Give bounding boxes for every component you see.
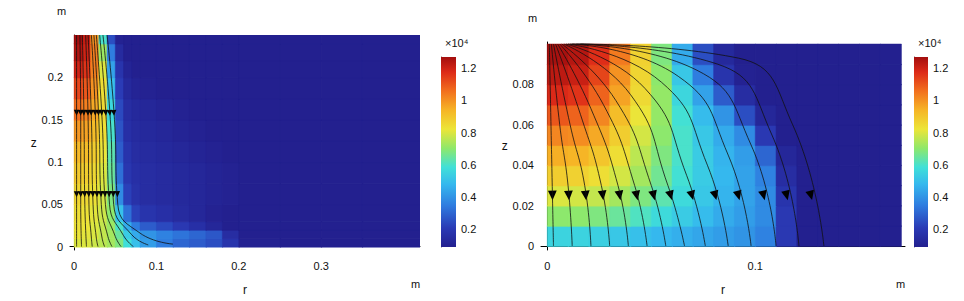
svg-text:0.8: 0.8 [461,127,476,139]
svg-text:0.8: 0.8 [933,127,948,139]
svg-text:0.15: 0.15 [42,114,63,126]
svg-text:0: 0 [71,260,77,272]
svg-text:0.05: 0.05 [42,198,63,210]
svg-text:0.6: 0.6 [461,159,476,171]
svg-text:m: m [411,278,420,290]
svg-text:1.2: 1.2 [933,62,948,74]
svg-text:0.4: 0.4 [933,191,948,203]
svg-text:0.3: 0.3 [314,260,329,272]
svg-text:0.02: 0.02 [513,200,534,212]
svg-text:0: 0 [57,241,63,253]
svg-text:r: r [243,283,247,297]
svg-text:0.2: 0.2 [461,223,476,235]
svg-text:0: 0 [528,240,534,252]
svg-text:0.1: 0.1 [48,156,63,168]
svg-text:m: m [528,12,537,24]
svg-text:1: 1 [461,94,467,106]
svg-text:0.04: 0.04 [513,159,534,171]
svg-text:m: m [896,278,905,290]
svg-text:×10⁴: ×10⁴ [918,37,942,49]
svg-text:0.2: 0.2 [933,223,948,235]
svg-text:1.2: 1.2 [461,62,476,74]
svg-text:0.06: 0.06 [513,119,534,131]
svg-text:z: z [502,139,508,153]
svg-text:0.1: 0.1 [149,260,164,272]
svg-text:z: z [31,136,37,150]
svg-text:1: 1 [933,94,939,106]
svg-text:r: r [721,283,725,297]
svg-text:0.2: 0.2 [231,260,246,272]
svg-text:0.4: 0.4 [461,191,476,203]
svg-text:0.08: 0.08 [513,78,534,90]
svg-text:×10⁴: ×10⁴ [445,37,469,49]
svg-text:0.1: 0.1 [748,260,763,272]
svg-text:0: 0 [544,260,550,272]
svg-text:0.2: 0.2 [48,71,63,83]
svg-text:m: m [57,5,66,17]
svg-text:0.6: 0.6 [933,159,948,171]
